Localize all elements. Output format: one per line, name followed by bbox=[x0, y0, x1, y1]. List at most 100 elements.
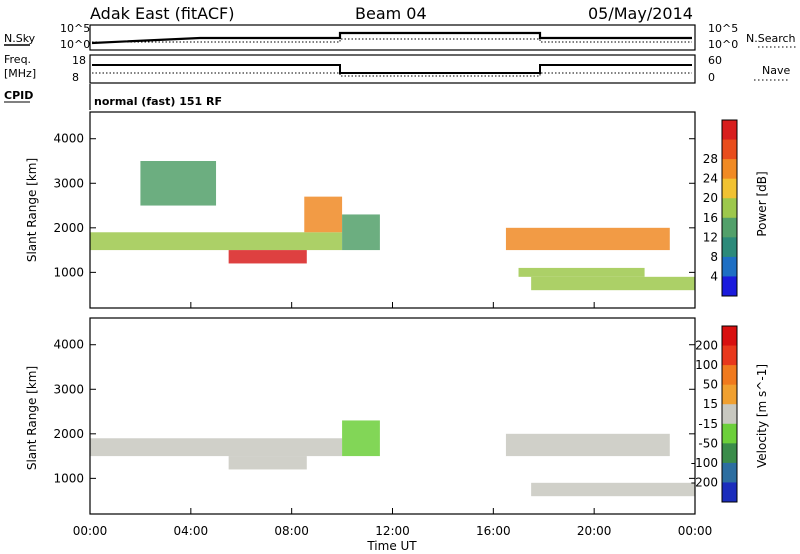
y-tick-label: 1000 bbox=[53, 265, 84, 279]
data-band bbox=[518, 267, 645, 277]
data-band bbox=[342, 214, 380, 251]
nsky-trace bbox=[91, 31, 692, 45]
freq-tick-bottom: 8 bbox=[72, 71, 79, 84]
power-plot-area: 1000 2000 3000 4000 bbox=[53, 111, 696, 309]
data-band bbox=[228, 250, 307, 264]
nave-tick-top: 60 bbox=[708, 54, 722, 67]
colorbar-swatch bbox=[722, 276, 737, 297]
y-tick-label: 2000 bbox=[53, 221, 84, 235]
colorbar-swatch bbox=[722, 443, 737, 464]
noise-panel bbox=[89, 24, 696, 51]
time-axis: 00:00 04:00 08:00 12:00 16:00 20:00 00:00 bbox=[73, 302, 713, 538]
x-tick-label: 00:00 bbox=[678, 524, 713, 538]
colorbar-tick-label: 28 bbox=[703, 152, 718, 166]
colorbar-tick-label: -50 bbox=[698, 436, 718, 450]
colorbar-frame bbox=[721, 119, 738, 297]
colorbar-swatch bbox=[722, 120, 737, 141]
colorbar-tick-label: -15 bbox=[698, 417, 718, 431]
y-tick-label: 4000 bbox=[53, 338, 84, 352]
data-band bbox=[531, 276, 695, 291]
colorbar-swatch bbox=[722, 365, 737, 386]
nave-label: Nave bbox=[762, 64, 790, 77]
data-band bbox=[304, 196, 343, 233]
colorbar-swatch bbox=[722, 159, 737, 180]
colorbar-swatch bbox=[722, 217, 737, 238]
velocity-ylabel: Slant Range [km] bbox=[25, 366, 39, 470]
cpid-label: CPID bbox=[4, 89, 33, 102]
x-tick-label: 08:00 bbox=[274, 524, 309, 538]
power-colorbar: 4 8 12 16 20 24 28 bbox=[703, 119, 738, 297]
colorbar-tick-label: 12 bbox=[703, 230, 718, 244]
y-tick-label: 3000 bbox=[53, 382, 84, 396]
nsky-tick-top: 10^5 bbox=[60, 22, 90, 35]
x-tick-label: 12:00 bbox=[375, 524, 410, 538]
velocity-plot-area: 1000 2000 3000 4000 bbox=[53, 317, 696, 515]
colorbar-frame bbox=[721, 325, 738, 503]
freq-tick-top: 18 bbox=[72, 54, 86, 67]
colorbar-tick-label: 16 bbox=[703, 211, 718, 225]
velocity-colorbar-label: Velocity [m s^-1] bbox=[755, 364, 769, 468]
y-tick-label: 4000 bbox=[53, 132, 84, 146]
colorbar-tick-label: 200 bbox=[695, 339, 718, 353]
date-label: 05/May/2014 bbox=[588, 4, 693, 23]
y-tick-label: 1000 bbox=[53, 471, 84, 485]
x-tick-label: 00:00 bbox=[73, 524, 108, 538]
radar-title: Adak East (fitACF) bbox=[90, 4, 234, 23]
power-colorbar-label: Power [dB] bbox=[755, 171, 769, 236]
colorbar-tick-label: 24 bbox=[703, 172, 718, 186]
colorbar-swatch bbox=[722, 256, 737, 277]
colorbar-swatch bbox=[722, 384, 737, 405]
colorbar-swatch bbox=[722, 326, 737, 347]
data-band bbox=[140, 161, 217, 206]
colorbar-swatch bbox=[722, 345, 737, 366]
velocity-data bbox=[90, 420, 695, 497]
colorbar-tick-label: 50 bbox=[703, 378, 718, 392]
nsearch-label: N.Search bbox=[746, 32, 796, 45]
colorbar-tick-label: 20 bbox=[703, 191, 718, 205]
power-ylabel: Slant Range [km] bbox=[25, 158, 39, 262]
velocity-plot-bg bbox=[90, 318, 695, 514]
x-tick-label: 20:00 bbox=[577, 524, 612, 538]
colorbar-swatch bbox=[722, 178, 737, 199]
data-band bbox=[505, 227, 670, 251]
nsky-label: N.Sky bbox=[4, 32, 36, 45]
nsearch-tick-bottom: 10^0 bbox=[708, 38, 738, 51]
beam-label: Beam 04 bbox=[355, 4, 427, 23]
cpid-text: normal (fast) 151 RF bbox=[94, 95, 222, 108]
colorbar-tick-label: 15 bbox=[703, 397, 718, 411]
colorbar-swatch bbox=[722, 198, 737, 219]
colorbar-swatch bbox=[722, 462, 737, 483]
data-band bbox=[228, 456, 307, 470]
data-band bbox=[342, 420, 380, 457]
colorbar-swatch bbox=[722, 482, 737, 503]
nave-trace bbox=[92, 72, 692, 77]
freq-panel bbox=[89, 54, 696, 84]
nsky-tick-bottom: 10^0 bbox=[60, 38, 90, 51]
freq-unit: [MHz] bbox=[4, 67, 36, 80]
data-band bbox=[505, 433, 670, 457]
data-band bbox=[90, 232, 343, 251]
colorbar-swatch bbox=[722, 423, 737, 444]
time-axis-label: Time UT bbox=[366, 539, 417, 553]
velocity-colorbar: 200 100 50 15 -15 -50 -100 -200 bbox=[691, 325, 738, 503]
colorbar-tick-label: -100 bbox=[691, 456, 718, 470]
y-tick-label: 3000 bbox=[53, 176, 84, 190]
colorbar-tick-label: 100 bbox=[695, 358, 718, 372]
data-band bbox=[90, 438, 343, 457]
x-tick-label: 16:00 bbox=[476, 524, 511, 538]
colorbar-tick-label: 8 bbox=[710, 250, 718, 264]
power-y-axis: 1000 2000 3000 4000 bbox=[53, 132, 695, 279]
freq-trace bbox=[92, 64, 692, 74]
colorbar-swatch bbox=[722, 139, 737, 160]
velocity-y-axis: 1000 2000 3000 4000 bbox=[53, 338, 695, 485]
x-tick-label: 04:00 bbox=[174, 524, 209, 538]
colorbar-swatch bbox=[722, 237, 737, 258]
colorbar-swatch bbox=[722, 404, 737, 425]
nsearch-trace bbox=[92, 38, 692, 43]
y-tick-label: 2000 bbox=[53, 427, 84, 441]
colorbar-tick-label: -200 bbox=[691, 475, 718, 489]
nsearch-tick-top: 10^5 bbox=[708, 22, 738, 35]
freq-label: Freq. bbox=[4, 53, 31, 66]
power-data bbox=[90, 161, 695, 291]
